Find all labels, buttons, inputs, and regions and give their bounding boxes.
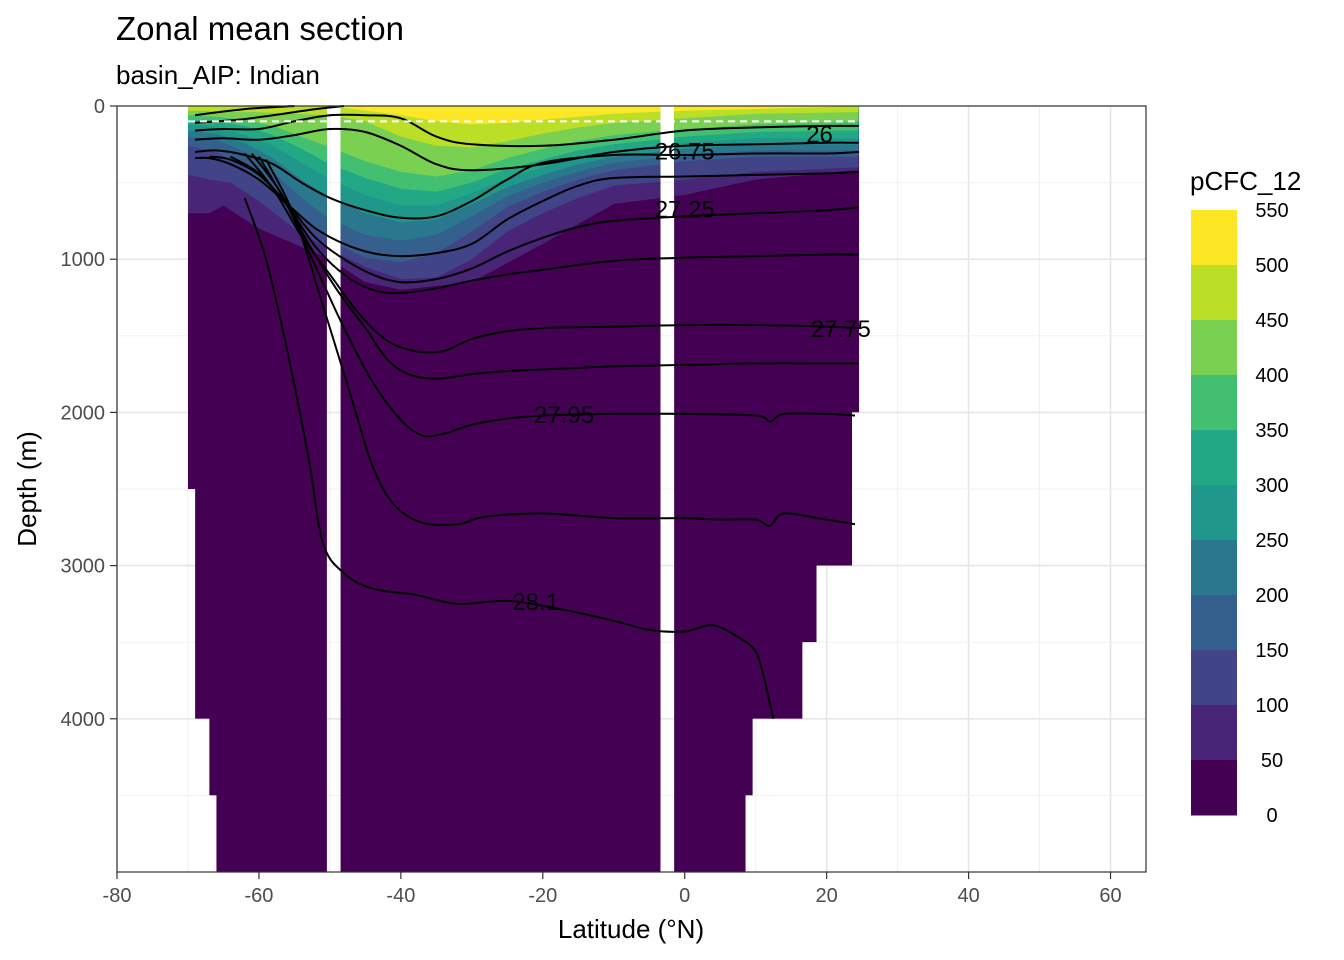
- ocean-column: [752, 106, 803, 719]
- density-contour: [258, 156, 856, 438]
- contour-label: 26.75: [655, 138, 715, 165]
- legend-swatch: [1191, 320, 1237, 376]
- contour-label: 27.95: [534, 402, 594, 429]
- legend-label: 550: [1255, 200, 1288, 222]
- contour-label: 26: [806, 122, 833, 149]
- legend-swatch: [1191, 760, 1237, 816]
- legend-label: 100: [1255, 695, 1288, 717]
- ocean-column: [195, 106, 210, 719]
- ocean-column: [816, 106, 853, 566]
- contour-label: 27.25: [655, 197, 715, 224]
- legend-title: pCFC_12: [1190, 166, 1301, 196]
- data-fill: [187, 106, 860, 872]
- legend-swatch: [1191, 595, 1237, 651]
- legend: pCFC_12 55050045040035030025020015010050…: [1190, 166, 1301, 827]
- density-contour: [229, 155, 859, 294]
- density-contour: [265, 159, 856, 527]
- x-tick-label: -20: [528, 885, 557, 907]
- legend-label: 400: [1255, 365, 1288, 387]
- legend-swatch: [1191, 650, 1237, 706]
- ocean-column: [851, 106, 860, 413]
- legend-label: 200: [1255, 585, 1288, 607]
- cfc-band: [188, 106, 859, 177]
- x-tick-label: 20: [816, 885, 838, 907]
- contour-label: 27.75: [811, 316, 871, 343]
- legend-swatch: [1191, 375, 1237, 431]
- y-tick-label: 0: [94, 96, 105, 118]
- density-contour: [243, 197, 775, 720]
- legend-label: 150: [1255, 640, 1288, 662]
- ocean-column: [745, 106, 753, 796]
- ocean-column: [801, 106, 817, 643]
- legend-swatch: [1191, 540, 1237, 596]
- legend-swatch: [1191, 430, 1237, 486]
- legend-swatch: [1191, 485, 1237, 541]
- legend-swatch: [1191, 210, 1237, 266]
- legend-label: 250: [1255, 530, 1288, 552]
- x-axis: -80 -60 -40 -20 0 20 40 60: [103, 872, 1122, 907]
- cfc-band: [188, 106, 859, 148]
- y-tick-label: 3000: [61, 556, 106, 578]
- cfc-band: [329, 106, 859, 125]
- x-tick-label: 0: [679, 885, 690, 907]
- legend-label: 300: [1255, 475, 1288, 497]
- x-tick-label: -80: [103, 885, 132, 907]
- x-tick-label: 60: [1099, 885, 1121, 907]
- legend-swatch: [1191, 265, 1237, 321]
- ocean-column: [216, 106, 228, 872]
- density-contour: [195, 113, 859, 148]
- density-contour: [195, 127, 859, 172]
- legend-label: 450: [1255, 310, 1288, 332]
- contour-label: 28.1: [512, 589, 559, 616]
- x-tick-label: -40: [386, 885, 415, 907]
- density-contours: [194, 105, 859, 720]
- density-contour: [251, 152, 859, 380]
- legend-label: 0: [1266, 805, 1277, 827]
- panel-border: [116, 105, 1147, 873]
- plot-title: Zonal mean section: [116, 10, 404, 47]
- density-contour: [195, 156, 859, 258]
- x-axis-title: Latitude (°N): [558, 914, 704, 944]
- x-tick-label: -60: [244, 885, 273, 907]
- y-axis-title: Depth (m): [12, 431, 42, 547]
- contour-labels: 26 26.75 27.25 27.75 27.95 28.1: [512, 122, 871, 616]
- y-axis: 0 1000 2000 3000 4000: [61, 96, 117, 731]
- y-tick-label: 2000: [61, 402, 106, 424]
- y-tick-label: 1000: [61, 249, 106, 271]
- ocean-column: [209, 106, 217, 796]
- x-tick-label: 40: [957, 885, 979, 907]
- ocean-column: [187, 106, 196, 489]
- plot-subtitle: basin_AIP: Indian: [116, 60, 320, 90]
- legend-label: 500: [1255, 255, 1288, 277]
- legend-swatch: [1191, 705, 1237, 761]
- legend-label: 50: [1261, 750, 1283, 772]
- legend-label: 350: [1255, 420, 1288, 442]
- ocean-column: [674, 106, 746, 872]
- y-tick-label: 4000: [61, 709, 106, 731]
